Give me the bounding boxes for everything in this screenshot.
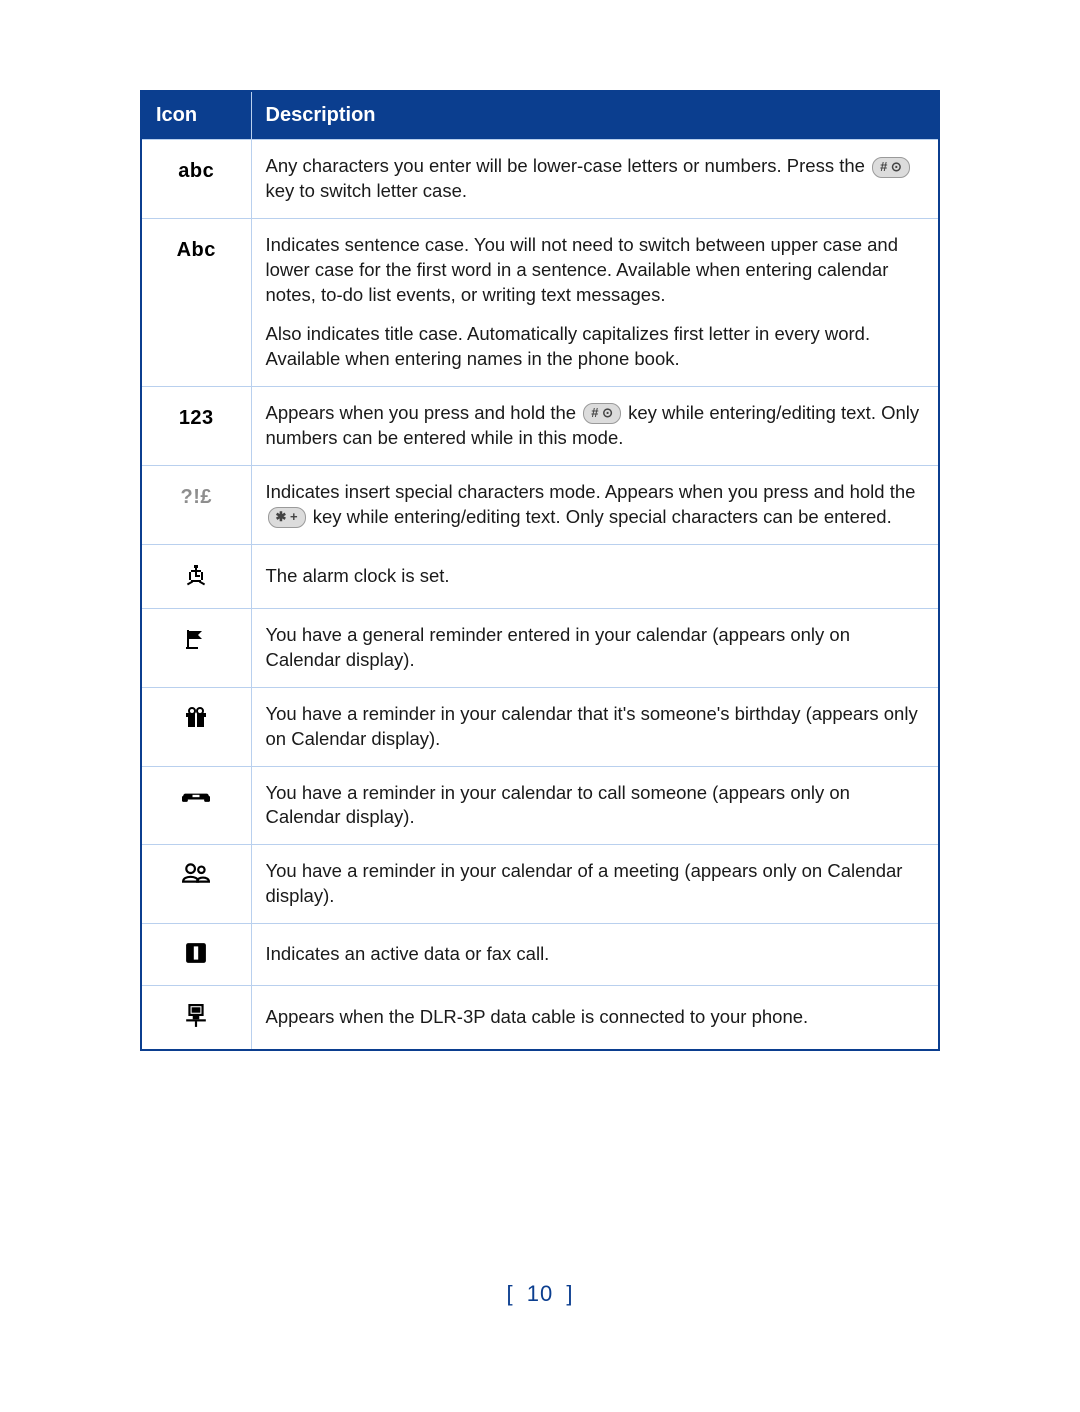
description-cell: Appears when you press and hold the # ⊙ … (251, 386, 939, 465)
description-segment: Indicates an active data or fax call. (266, 943, 550, 964)
description-cell: Indicates insert special characters mode… (251, 465, 939, 544)
description-text: Appears when you press and hold the # ⊙ … (266, 401, 925, 451)
icon-cell (141, 608, 251, 687)
icon-cell: ?!£ (141, 465, 251, 544)
flag-reminder-icon (183, 627, 209, 658)
col-header-icon: Icon (141, 91, 251, 140)
data-cable-icon (184, 1004, 208, 1035)
description-segment: The alarm clock is set. (266, 565, 450, 586)
table-row: You have a reminder in your calendar tha… (141, 687, 939, 766)
description-segment: key while entering/editing text. Only sp… (308, 506, 892, 527)
icon-cell (141, 924, 251, 986)
description-segment: You have a general reminder entered in y… (266, 624, 851, 670)
description-cell: Indicates sentence case. You will not ne… (251, 218, 939, 386)
description-segment: Indicates insert special characters mode… (266, 481, 916, 502)
icon-cell (141, 845, 251, 924)
description-cell: Indicates an active data or fax call. (251, 924, 939, 986)
table-row: abc Any characters you enter will be lowe… (141, 140, 939, 219)
icon-cell (141, 766, 251, 845)
description-text: The alarm clock is set. (266, 564, 925, 589)
description-text: Indicates an active data or fax call. (266, 942, 925, 967)
icon-cell: abc (141, 140, 251, 219)
hash-key-icon: # ⊙ (583, 403, 621, 424)
description-text: Appears when the DLR-3P data cable is co… (266, 1005, 925, 1030)
description-text: You have a reminder in your calendar to … (266, 781, 925, 831)
col-header-description: Description (251, 91, 939, 140)
table-row: Appears when the DLR-3P data cable is co… (141, 986, 939, 1050)
icon-cell (141, 986, 251, 1050)
description-cell: You have a reminder in your calendar of … (251, 845, 939, 924)
description-segment: key to switch letter case. (266, 180, 468, 201)
description-segment: You have a reminder in your calendar tha… (266, 703, 918, 749)
description-text: Indicates insert special characters mode… (266, 480, 925, 530)
description-text: Also indicates title case. Automatically… (266, 322, 925, 372)
description-text: You have a reminder in your calendar of … (266, 859, 925, 909)
icon-cell (141, 544, 251, 608)
description-segment: Any characters you enter will be lower-c… (266, 155, 871, 176)
table-row: You have a reminder in your calendar of … (141, 845, 939, 924)
text-mode-icon: ?!£ (181, 486, 213, 508)
table-row: ?!£ Indicates insert special characters m… (141, 465, 939, 544)
table-row: 123 Appears when you press and hold the #… (141, 386, 939, 465)
star-key-icon: ✱ + (268, 507, 306, 528)
table-row: Indicates an active data or fax call. (141, 924, 939, 986)
page-number: [ 10 ] (140, 1281, 940, 1307)
description-text: Indicates sentence case. You will not ne… (266, 233, 925, 308)
table-row: You have a general reminder entered in y… (141, 608, 939, 687)
description-segment: Indicates sentence case. You will not ne… (266, 234, 899, 305)
text-mode-icon: 123 (179, 407, 214, 429)
text-mode-icon: Abc (177, 239, 216, 261)
description-segment: You have a reminder in your calendar to … (266, 782, 850, 828)
description-segment: You have a reminder in your calendar of … (266, 860, 903, 906)
alarm-clock-icon (184, 563, 208, 594)
data-call-icon (185, 942, 207, 971)
description-cell: Appears when the DLR-3P data cable is co… (251, 986, 939, 1050)
description-cell: You have a reminder in your calendar tha… (251, 687, 939, 766)
description-cell: The alarm clock is set. (251, 544, 939, 608)
icon-description-table: Icon Description abc Any characters you e… (140, 90, 940, 1051)
description-cell: You have a general reminder entered in y… (251, 608, 939, 687)
description-text: You have a general reminder entered in y… (266, 623, 925, 673)
text-mode-icon: abc (178, 160, 214, 182)
description-text: Any characters you enter will be lower-c… (266, 154, 925, 204)
document-page: Icon Description abc Any characters you e… (0, 0, 1080, 1307)
icon-cell: Abc (141, 218, 251, 386)
description-segment: Appears when you press and hold the (266, 402, 582, 423)
table-row: The alarm clock is set. (141, 544, 939, 608)
meeting-people-icon (182, 863, 210, 890)
description-segment: Appears when the DLR-3P data cable is co… (266, 1006, 809, 1027)
icon-cell (141, 687, 251, 766)
description-segment: Also indicates title case. Automatically… (266, 323, 871, 369)
icon-cell: 123 (141, 386, 251, 465)
table-row: You have a reminder in your calendar to … (141, 766, 939, 845)
table-row: Abc Indicates sentence case. You will not… (141, 218, 939, 386)
description-text: You have a reminder in your calendar tha… (266, 702, 925, 752)
description-cell: Any characters you enter will be lower-c… (251, 140, 939, 219)
birthday-gift-icon (184, 706, 208, 737)
description-cell: You have a reminder in your calendar to … (251, 766, 939, 845)
hash-key-icon: # ⊙ (872, 157, 910, 178)
phone-handset-icon (182, 785, 210, 810)
